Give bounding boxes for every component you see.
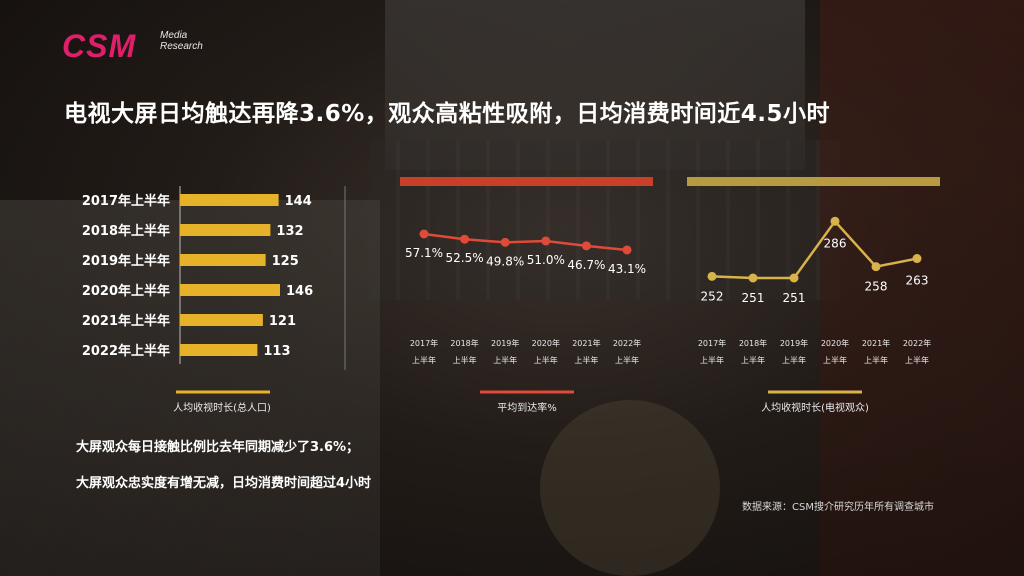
time-x-tick-label: 2017年上半年 bbox=[698, 338, 726, 365]
reach-point bbox=[581, 241, 591, 251]
time-x-tick-label: 2019年上半年 bbox=[780, 338, 808, 365]
time-point bbox=[789, 273, 799, 283]
time-point bbox=[871, 262, 881, 272]
page-title: 电视大屏日均触达再降3.6%，观众高粘性吸附，日均消费时间近4.5小时 bbox=[64, 101, 831, 127]
bar-value-label: 113 bbox=[263, 344, 290, 359]
reach-x-tick-label: 2019年上半年 bbox=[491, 338, 519, 365]
reach-value-label: 52.5% bbox=[446, 251, 484, 265]
bar-value-label: 125 bbox=[272, 254, 299, 269]
reach-value-label: 46.7% bbox=[567, 258, 605, 272]
time-value-label: 251 bbox=[742, 291, 765, 305]
legend-label-bar: 人均收视时长(总人口) bbox=[173, 401, 271, 414]
reach-value-label: 43.1% bbox=[608, 262, 646, 276]
time-value-label: 263 bbox=[906, 274, 929, 288]
background-binders bbox=[820, 0, 1024, 576]
background-laptop bbox=[385, 0, 805, 170]
reach-x-tick-label: 2017年上半年 bbox=[410, 338, 438, 365]
time-point bbox=[707, 271, 717, 281]
legend-label-reach: 平均到达率% bbox=[497, 401, 557, 414]
time-value-label: 252 bbox=[701, 289, 724, 303]
reach-point bbox=[419, 229, 429, 239]
data-source: 数据来源：CSM搜介研究历年所有调查城市 bbox=[742, 502, 934, 513]
bar bbox=[180, 194, 279, 206]
time-line bbox=[711, 219, 918, 280]
background-cup bbox=[540, 400, 720, 576]
time-value-label: 258 bbox=[865, 280, 888, 294]
bar bbox=[180, 284, 280, 296]
reach-point bbox=[460, 234, 470, 244]
bar-value-label: 132 bbox=[276, 224, 303, 239]
bar-category-label: 2019年上半年 bbox=[82, 253, 170, 269]
time-x-tick-label: 2020年上半年 bbox=[821, 338, 849, 365]
reach-x-tick-label: 2018年上半年 bbox=[450, 338, 478, 365]
bar bbox=[180, 314, 263, 326]
reach-point bbox=[622, 245, 632, 255]
bar-category-label: 2022年上半年 bbox=[82, 343, 170, 359]
bar bbox=[180, 344, 258, 356]
time-point bbox=[830, 216, 840, 226]
bar-category-label: 2017年上半年 bbox=[82, 193, 170, 209]
time-x-tick-label: 2021年上半年 bbox=[862, 338, 890, 365]
reach-value-label: 49.8% bbox=[486, 254, 524, 268]
bar-value-label: 121 bbox=[269, 314, 296, 329]
reach-value-label: 51.0% bbox=[527, 253, 565, 267]
bar-category-label: 2021年上半年 bbox=[82, 313, 170, 329]
bar bbox=[180, 254, 266, 266]
bar bbox=[180, 224, 271, 236]
bar-category-label: 2018年上半年 bbox=[82, 223, 170, 239]
reach-value-label: 57.1% bbox=[405, 246, 443, 260]
note-1: 大屏观众每日接触比例比去年同期减少了3.6%； bbox=[76, 440, 360, 455]
bar-category-label: 2020年上半年 bbox=[82, 283, 170, 299]
reach-line bbox=[423, 232, 628, 252]
reach-x-tick-label: 2020年上半年 bbox=[532, 338, 560, 365]
time-point bbox=[912, 254, 922, 264]
bar-value-label: 144 bbox=[285, 194, 312, 209]
csm-logo: CSM Media Research bbox=[62, 28, 203, 65]
reach-x-tick-label: 2022年上半年 bbox=[613, 338, 641, 365]
time-header-band bbox=[687, 177, 940, 186]
reach-point bbox=[541, 236, 551, 246]
time-point bbox=[748, 273, 758, 283]
time-value-label: 286 bbox=[824, 236, 847, 250]
time-value-label: 251 bbox=[783, 291, 806, 305]
logo-subtitle: Media Research bbox=[160, 30, 203, 52]
reach-point bbox=[500, 237, 510, 247]
time-x-tick-label: 2018年上半年 bbox=[739, 338, 767, 365]
background-keyboard bbox=[370, 140, 840, 300]
logo-brand: CSM bbox=[62, 28, 137, 64]
legend-label-time: 人均收视时长(电视观众) bbox=[761, 401, 869, 414]
time-x-tick-label: 2022年上半年 bbox=[903, 338, 931, 365]
reach-header-band bbox=[400, 177, 653, 186]
note-2: 大屏观众忠实度有增无减，日均消费时间超过4小时 bbox=[76, 476, 372, 491]
reach-x-tick-label: 2021年上半年 bbox=[572, 338, 600, 365]
bar-value-label: 146 bbox=[286, 284, 313, 299]
